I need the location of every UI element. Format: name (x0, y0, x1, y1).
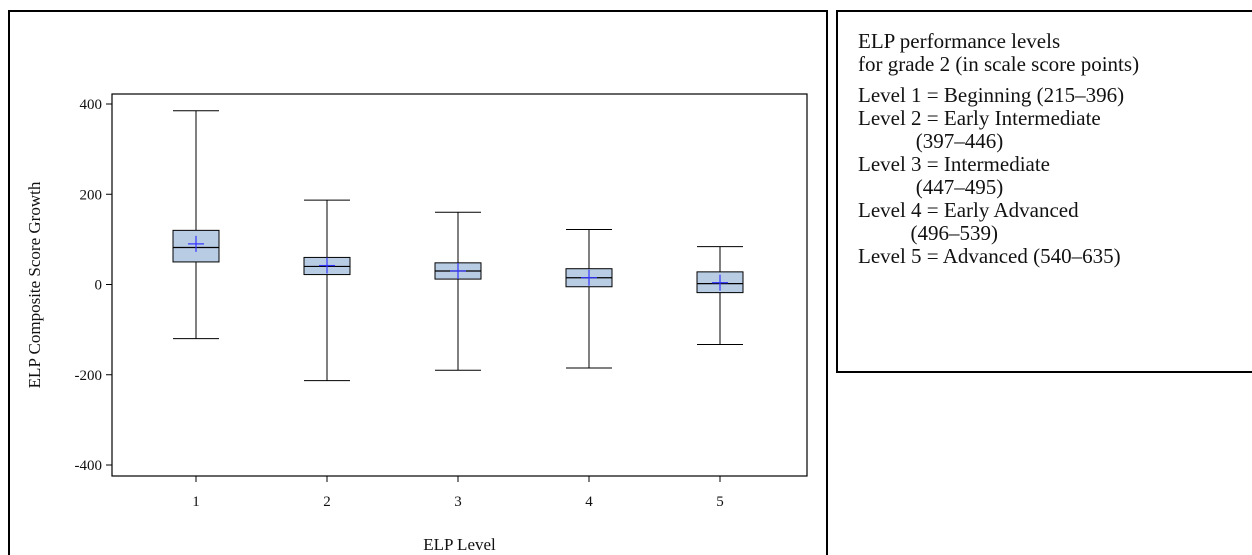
legend-line: Level 5 = Advanced (540–635) (858, 244, 1121, 268)
boxplot-chart: -400 -200 0 200 400 1 2 3 4 5 ELP Level ELP Comp… (25, 93, 808, 554)
legend-heading-line-1: ELP performance levels (858, 29, 1061, 53)
legend-line: (397–446) (858, 129, 1004, 153)
box-category-1 (172, 110, 220, 340)
x-axis-title: ELP Level (423, 535, 496, 554)
legend-line: Level 2 = Early Intermediate (858, 106, 1101, 130)
x-tick-label: 1 (192, 494, 200, 510)
y-axis: -400 -200 0 200 400 (75, 97, 112, 474)
legend-line: (496–539) (858, 221, 999, 245)
x-axis: 1 2 3 4 5 (192, 476, 724, 510)
legend-line: (447–495) (858, 175, 1004, 199)
y-tick-label: 400 (80, 97, 103, 113)
x-tick-label: 2 (323, 494, 331, 510)
x-tick-label: 3 (454, 494, 462, 510)
box-category-3 (434, 211, 482, 371)
legend-line: Level 1 = Beginning (215–396) (858, 83, 1125, 107)
y-axis-title: ELP Composite Score Growth (25, 181, 44, 388)
x-tick-label: 4 (585, 494, 593, 510)
performance-levels-legend: ELP performance levels for grade 2 (in s… (836, 10, 1252, 373)
box-category-5 (696, 246, 744, 346)
chart-panel (8, 10, 828, 555)
box-series (172, 110, 744, 382)
legend-line: Level 4 = Early Advanced (858, 198, 1079, 222)
box-category-4 (565, 228, 613, 369)
legend-heading-line-2: for grade 2 (in scale score points) (858, 52, 1140, 76)
box-category-2 (303, 199, 351, 382)
y-tick-label: 0 (95, 278, 103, 294)
x-tick-label: 5 (716, 494, 724, 510)
y-tick-label: -200 (75, 368, 103, 384)
legend-line: Level 3 = Intermediate (858, 152, 1051, 176)
y-tick-label: -400 (75, 458, 103, 474)
y-tick-label: 200 (80, 187, 103, 203)
